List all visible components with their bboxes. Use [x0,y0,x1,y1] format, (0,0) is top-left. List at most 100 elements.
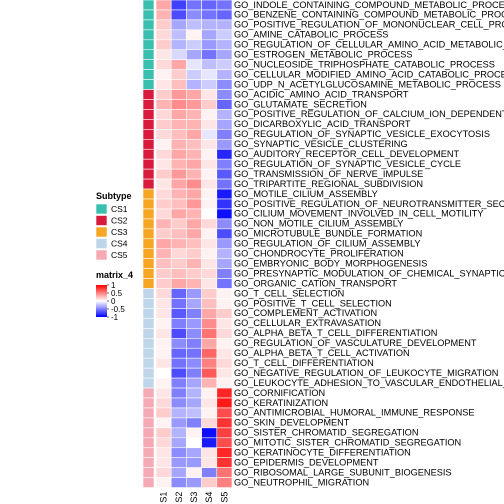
heatmap-cell [155,427,172,439]
subtype-cell [142,447,155,458]
heatmap-cell [186,417,202,429]
heatmap-cell [186,268,202,279]
color-scale-tick-label: 0.5 [111,289,123,298]
heatmap-cell [170,467,187,478]
heatmap-cell [216,387,233,399]
heatmap-cell [170,288,187,299]
subtype-legend-label: CS4 [111,239,128,249]
heatmap-cell [170,218,187,230]
heatmap-cell [216,417,233,429]
row-label: GO_ANTIMICROBIAL_HUMORAL_IMMUNE_RESPONSE [234,408,474,418]
heatmap-cell [170,188,187,200]
heatmap-cell [155,417,172,429]
subtype-cell [142,457,155,468]
column-label: S4 [204,492,214,503]
row-label: GO_REGULATION_OF_CELLULAR_AMINO_ACID_MET… [234,40,504,50]
subtype-cell [142,99,155,110]
subtype-cell [142,417,155,429]
column-label: S3 [189,492,199,503]
heatmap-cell [216,168,233,180]
heatmap-cell [155,158,172,170]
subtype-cell [142,337,155,349]
row-label: GO_CELLULAR_EXTRAVASATION [234,318,381,328]
subtype-cell [142,407,155,419]
row-labels: GO_INDOLE_CONTAINING_COMPOUND_METABOLIC_… [234,0,504,487]
row-label: GO_POSITIVE_REGULATION_OF_CALCIUM_ION_DE… [234,109,504,119]
color-scale-tick-label: -0.5 [111,305,125,314]
heatmap-cell [216,357,233,369]
heatmap-cell [186,148,202,160]
heatmap-cell [186,437,202,449]
row-label: GO_NUCLEOSIDE_TRIPHOSPHATE_CATABOLIC_PRO… [234,59,495,69]
heatmap-cell [170,79,187,90]
heatmap-cell [201,79,218,90]
column-label: S2 [174,492,184,503]
heatmap-cell [186,89,202,100]
subtype-legend-title: Subtype [96,191,132,201]
heatmap-cell [201,208,218,220]
subtype-cell [142,268,155,279]
heatmap-cell [201,427,218,439]
heatmap-cell [170,178,187,190]
heatmap-cell [155,139,172,150]
row-label: GO_CILIUM_MOVEMENT_INVOLVED_IN_CELL_MOTI… [234,209,484,219]
heatmap-cell [155,357,172,369]
subtype-cell [142,29,155,41]
heatmap-cell [155,218,172,230]
subtype-cell [142,357,155,369]
subtype-cell [142,298,155,309]
heatmap-cell [201,288,218,299]
heatmap-cell [170,49,187,60]
subtype-cell [142,248,155,259]
heatmap-cell [186,158,202,170]
row-label: GO_AUDITORY_RECEPTOR_CELL_DEVELOPMENT [234,149,460,159]
heatmap-cell [186,467,202,478]
heatmap-cell [216,148,233,160]
heatmap-cell [186,308,202,319]
subtype-cell [142,328,155,339]
heatmap-cell [201,148,218,160]
subtype-cell [142,467,155,478]
heatmap-cell [216,308,233,319]
heatmap-cell [201,308,218,319]
heatmap-cell [170,258,187,269]
row-label: GO_KERATINIZATION [234,398,328,408]
subtype-cell [142,218,155,230]
subtype-cell [142,437,155,449]
color-scale-tick-label: -1 [111,313,119,322]
heatmap-cell [216,29,233,41]
row-label: GO_POSITIVE_REGULATION_OF_NEUROTRANSMITT… [234,199,504,209]
heatmap-cell [216,278,233,289]
heatmap-cell [201,89,218,100]
subtype-cell [142,278,155,289]
heatmap-cell [216,248,233,259]
subtype-cell [142,168,155,180]
row-label: GO_MITOTIC_SISTER_CHROMATID_SEGREGATION [234,438,461,448]
subtype-legend-label: CS3 [111,227,128,237]
heatmap-cell [155,208,172,220]
heatmap-cell [155,397,172,409]
heatmap-cell [186,9,202,21]
heatmap-cell [155,19,172,31]
subtype-cell [142,9,155,21]
heatmap-cell [201,39,218,51]
color-scale-bar [96,285,107,317]
heatmap-cell [170,407,187,419]
subtype-legend-label: CS1 [111,204,128,214]
heatmap-cell [186,69,202,80]
heatmap-cell [170,148,187,160]
row-label: GO_REGULATION_OF_SYNAPTIC_VESICLE_EXOCYT… [234,129,490,139]
heatmap-cell [201,357,218,369]
subtype-cell [142,129,155,140]
heatmap-cell [186,328,202,339]
heatmap-cell [186,19,202,31]
row-label: GO_ACIDIC_AMINO_ACID_TRANSPORT [234,89,409,99]
heatmap-cell [170,119,187,130]
heatmap-cell [155,377,172,389]
heatmap-cell [155,268,172,279]
heatmap-cell [186,109,202,120]
subtype-cell [142,477,155,488]
heatmap-cell [155,99,172,110]
row-label: GO_UDP_N_ACETYLGLUCOSAMINE_METABOLIC_PRO… [234,79,501,89]
heatmap-cell [216,109,233,120]
